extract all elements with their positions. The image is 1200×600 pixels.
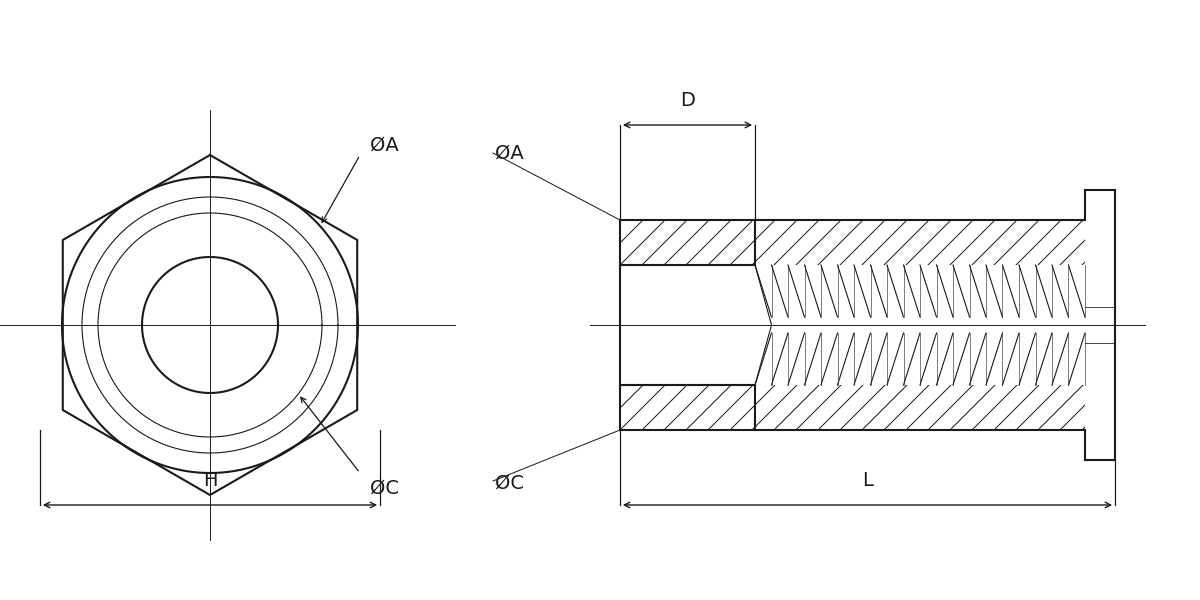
Text: ØA: ØA [496, 143, 523, 163]
Bar [1085, 190, 1115, 460]
Text: H: H [203, 471, 217, 490]
Text: D: D [680, 91, 695, 110]
Text: ØC: ØC [370, 479, 398, 497]
Text: ØA: ØA [370, 136, 398, 154]
Bar [620, 265, 755, 385]
Bar [620, 220, 1085, 430]
Text: L: L [862, 471, 872, 490]
Bar [755, 265, 1085, 385]
Text: ØC: ØC [496, 473, 524, 493]
